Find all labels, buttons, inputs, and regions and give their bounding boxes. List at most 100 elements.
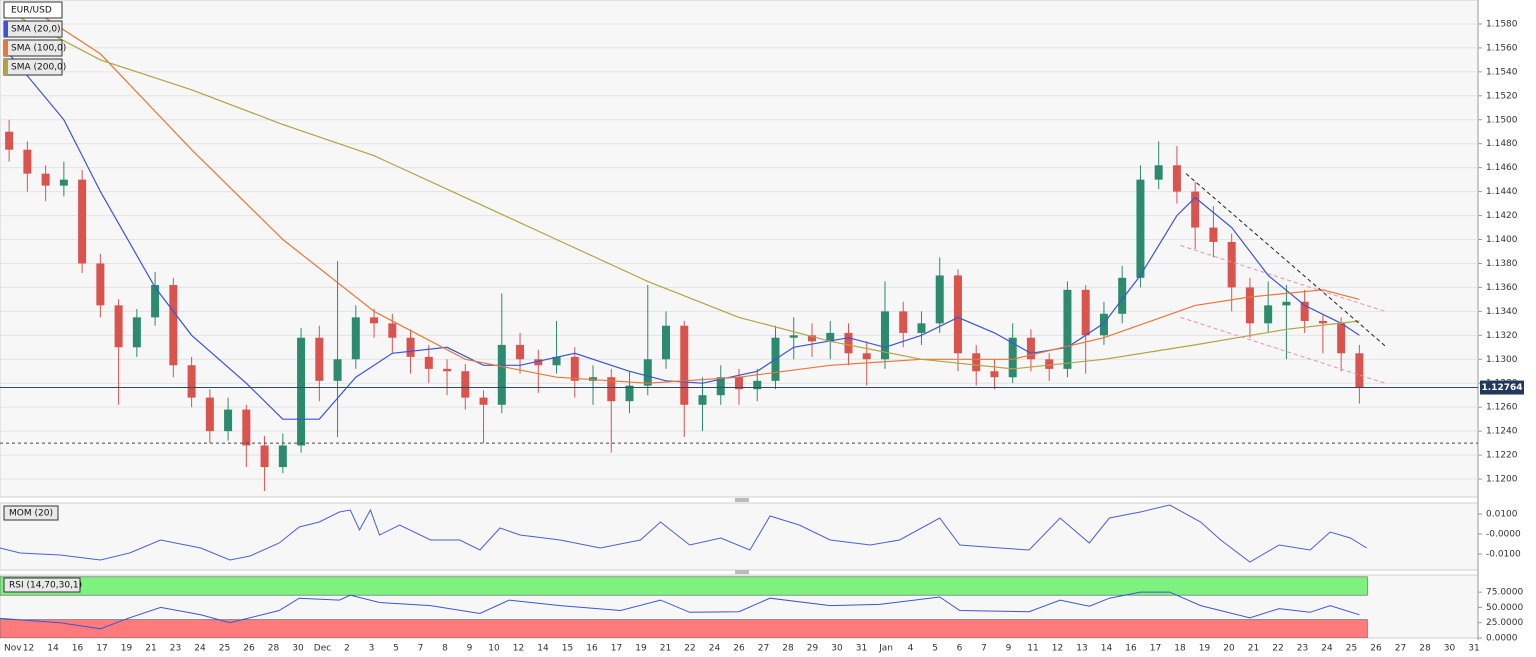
- candle-body: [1337, 323, 1346, 354]
- chart-title: EUR/USD: [11, 6, 52, 16]
- candle-body: [1099, 313, 1108, 336]
- legend-label: SMA (100,0): [11, 44, 66, 54]
- candle-body: [1154, 165, 1163, 180]
- candle-body: [297, 337, 306, 446]
- x-tick-label: 31: [1468, 644, 1479, 654]
- indicator-title: MOM (20): [9, 509, 53, 519]
- x-tick-label: 24: [1321, 644, 1333, 654]
- trendline: [1180, 316, 1386, 384]
- sma-line: [8, 53, 1360, 420]
- x-tick-label: 5: [932, 644, 938, 654]
- x-tick-label: 29: [807, 644, 819, 654]
- y-tick-label: 1.1440: [1486, 187, 1518, 197]
- x-tick-label: 30: [1444, 644, 1456, 654]
- y-tick-label: 1.1260: [1486, 403, 1518, 413]
- candle-body: [132, 317, 141, 348]
- candle-body: [388, 323, 397, 338]
- y-tick-label: 1.1320: [1486, 331, 1518, 341]
- x-tick-label: 26: [243, 644, 255, 654]
- y-tick-label: 1.1460: [1486, 163, 1518, 173]
- candle-body: [205, 397, 214, 432]
- x-tick-label: 11: [1027, 644, 1038, 654]
- mom-panel: [0, 502, 1479, 571]
- candle-body: [972, 353, 981, 372]
- x-tick-label: 26: [1370, 644, 1382, 654]
- indicator-line: [0, 591, 1360, 630]
- candle-body: [169, 285, 178, 366]
- y-tick-label: 1.1520: [1486, 91, 1518, 101]
- x-tick-label: 6: [957, 644, 963, 654]
- y-tick-label: 50.0000: [1486, 603, 1523, 613]
- candle-body: [1191, 191, 1200, 228]
- y-tick-label: 1.1560: [1486, 43, 1518, 53]
- candle-body: [1282, 301, 1291, 306]
- candle-body: [862, 353, 871, 360]
- candle-body: [1227, 241, 1236, 288]
- x-tick-label: 15: [562, 644, 573, 654]
- x-tick-label: 26: [733, 644, 745, 654]
- x-tick-label: 21: [145, 644, 156, 654]
- last-price-label: 1.12764: [1482, 383, 1523, 393]
- candle-body: [662, 325, 671, 360]
- candle-body: [807, 335, 816, 342]
- y-tick-label: -0.0100: [1486, 550, 1521, 560]
- x-tick-label: 31: [856, 644, 867, 654]
- legend-swatch: [4, 40, 8, 56]
- candle-body: [844, 332, 853, 354]
- x-tick-label: 14: [47, 644, 59, 654]
- candle-body: [735, 377, 743, 390]
- panel-resize-handle[interactable]: [735, 570, 749, 574]
- candle-body: [552, 356, 561, 366]
- x-tick-label: 12: [1052, 644, 1063, 654]
- y-tick-label: 75.0000: [1486, 588, 1523, 598]
- candle-body: [1045, 359, 1054, 369]
- candle-body: [479, 397, 488, 405]
- x-tick-label: 27: [758, 644, 769, 654]
- candle-body: [789, 335, 798, 338]
- y-tick-label: 1.1420: [1486, 211, 1518, 221]
- x-tick-label: 21: [1248, 644, 1259, 654]
- candle-body: [1063, 289, 1072, 369]
- y-tick-label: 1.1300: [1486, 355, 1518, 365]
- x-tick-label: 19: [635, 644, 647, 654]
- legend-box[interactable]: [3, 577, 81, 593]
- x-tick-label: 22: [684, 644, 695, 654]
- x-tick-label: 25: [219, 644, 230, 654]
- rsi-band: [0, 576, 1368, 596]
- x-tick-label: 17: [1150, 644, 1161, 654]
- candle-body: [96, 263, 105, 306]
- x-tick-label: 13: [1076, 644, 1087, 654]
- x-tick-label: 21: [660, 644, 671, 654]
- candle-body: [1118, 277, 1127, 314]
- candle-body: [497, 344, 506, 405]
- y-tick-label: 1.1400: [1486, 235, 1518, 245]
- candle-body: [1008, 337, 1017, 378]
- candle-body: [1264, 305, 1273, 324]
- candle-body: [1209, 227, 1218, 242]
- candle-body: [516, 344, 525, 360]
- candle-body: [643, 359, 652, 386]
- indicator-title: RSI (14,70,30,1): [9, 581, 82, 591]
- candle-body: [59, 179, 68, 186]
- y-tick-label: 0.0000: [1486, 634, 1518, 644]
- candle-body: [570, 356, 579, 381]
- candle-body: [607, 377, 616, 402]
- candle-body: [351, 317, 360, 360]
- axes: 1.12001.12201.12401.12601.12801.13001.13…: [4, 19, 1523, 653]
- x-tick-label: Nov: [4, 644, 22, 654]
- y-tick-label: 1.1340: [1486, 307, 1518, 317]
- legend-box[interactable]: [3, 505, 59, 521]
- sma-line: [8, 1, 1360, 384]
- panel-resize-handle[interactable]: [735, 498, 749, 502]
- x-tick-label: 23: [1297, 644, 1308, 654]
- candle-body: [534, 359, 543, 366]
- x-tick-label: 17: [611, 644, 622, 654]
- y-tick-label: 1.1480: [1486, 139, 1518, 149]
- x-tick-label: 27: [1395, 644, 1406, 654]
- x-tick-label: 28: [268, 644, 280, 654]
- legend-box[interactable]: [3, 1, 63, 19]
- rsi-plot: [0, 576, 1368, 638]
- x-tick-label: 25: [1346, 644, 1357, 654]
- candle-body: [1136, 179, 1145, 278]
